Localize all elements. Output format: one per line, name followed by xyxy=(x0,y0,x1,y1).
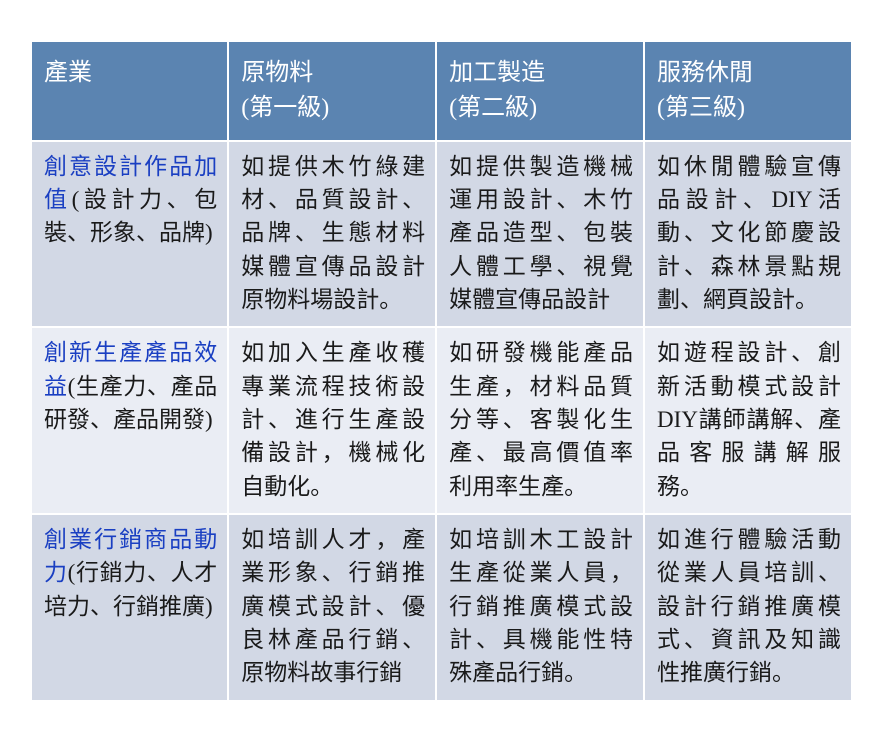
header-text: 產業 xyxy=(44,60,92,86)
cell-raw: 如加入生產收穫專業流程技術設計、進行生產設備設計，機械化自動化。 xyxy=(228,327,436,514)
header-sub: (第一級) xyxy=(241,95,329,121)
cell-raw: 如提供木竹綠建材、品質設計、品牌、生態材料媒體宣傳品設計原物料場設計。 xyxy=(228,141,436,328)
col-header-industry: 產業 xyxy=(31,41,228,141)
cell-mfg: 如研發機能產品生產，材料品質分等、客製化生產、最高價值率利用率生產。 xyxy=(436,327,644,514)
cell-mfg: 如提供製造機械運用設計、木竹產品造型、包裝人體工學、視覺媒體宣傳品設計 xyxy=(436,141,644,328)
header-text: 原物料 xyxy=(241,60,313,86)
header-text: 加工製造 xyxy=(449,60,545,86)
col-header-mfg: 加工製造 (第二級) xyxy=(436,41,644,141)
table-row: 創新生產產品效益(生產力、產品研發、產品開發) 如加入生產收穫專業流程技術設計、… xyxy=(31,327,852,514)
table-row: 創業行銷商品動力(行銷力、人才培力、行銷推廣) 如培訓人才，產業形象、行銷推廣模… xyxy=(31,514,852,701)
industry-matrix-table: 產業 原物料 (第一級) 加工製造 (第二級) 服務休閒 (第三級) 創意設計作… xyxy=(30,40,853,702)
header-text: 服務休閒 xyxy=(657,60,753,86)
row-category: 創新生產產品效益(生產力、產品研發、產品開發) xyxy=(31,327,228,514)
cell-mfg: 如培訓木工設計生產從業人員，行銷推廣模式設計、具機能性特殊產品行銷。 xyxy=(436,514,644,701)
cell-service: 如休閒體驗宣傳品設計、DIY活動、文化節慶設計、森林景點規劃、網頁設計。 xyxy=(644,141,852,328)
table-row: 創意設計作品加值(設計力、包裝、形象、品牌) 如提供木竹綠建材、品質設計、品牌、… xyxy=(31,141,852,328)
cell-raw: 如培訓人才，產業形象、行銷推廣模式設計、優良林產品行銷、原物料故事行銷 xyxy=(228,514,436,701)
cell-service: 如遊程設計、創新活動模式設計DIY講師講解、產品客服講解服務。 xyxy=(644,327,852,514)
row-category: 創意設計作品加值(設計力、包裝、形象、品牌) xyxy=(31,141,228,328)
header-sub: (第二級) xyxy=(449,95,537,121)
category-sub: (行銷力、人才培力、行銷推廣) xyxy=(44,560,217,618)
header-sub: (第三級) xyxy=(657,95,745,121)
col-header-service: 服務休閒 (第三級) xyxy=(644,41,852,141)
col-header-raw: 原物料 (第一級) xyxy=(228,41,436,141)
category-sub: (生產力、產品研發、產品開發) xyxy=(44,374,217,432)
row-category: 創業行銷商品動力(行銷力、人才培力、行銷推廣) xyxy=(31,514,228,701)
table-header-row: 產業 原物料 (第一級) 加工製造 (第二級) 服務休閒 (第三級) xyxy=(31,41,852,141)
cell-service: 如進行體驗活動從業人員培訓、設計行銷推廣模式、資訊及知識性推廣行銷。 xyxy=(644,514,852,701)
